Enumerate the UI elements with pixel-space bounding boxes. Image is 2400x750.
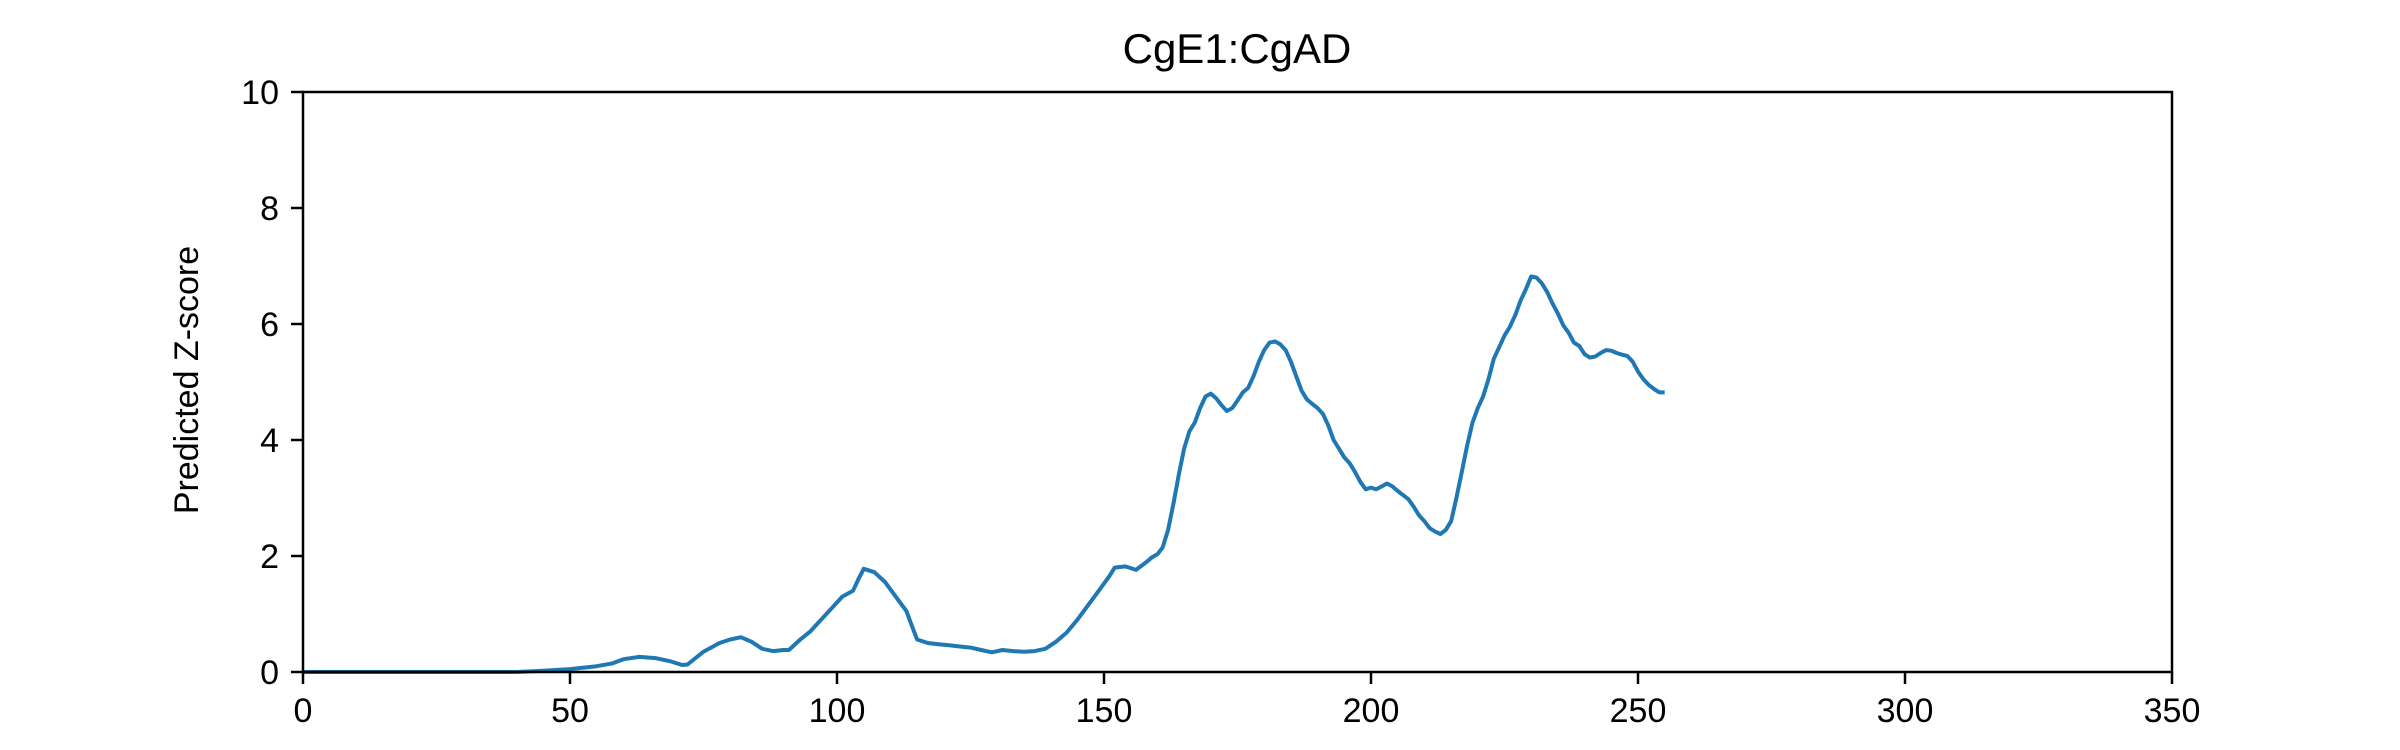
x-tick-label: 50 (551, 692, 589, 730)
y-tick-label: 0 (260, 654, 279, 692)
x-tick-label: 100 (809, 692, 866, 730)
y-tick-label: 10 (241, 74, 279, 112)
series-line (303, 274, 1665, 674)
chart-marks (303, 274, 1665, 674)
chart-title: CgE1:CgAD (1123, 25, 1352, 72)
y-tick-label: 6 (260, 306, 279, 344)
x-tick-label: 150 (1076, 692, 1133, 730)
y-tick-label: 8 (260, 190, 279, 228)
x-tick-label: 300 (1877, 692, 1934, 730)
x-tick-label: 250 (1610, 692, 1667, 730)
y-tick-label: 2 (260, 538, 279, 576)
y-axis-label: Predicted Z-score (168, 246, 206, 514)
y-axis: 0 2 4 6 8 10 (241, 74, 303, 692)
x-tick-label: 200 (1343, 692, 1400, 730)
x-axis: 0 50 100 150 200 250 300 350 (294, 672, 2201, 730)
y-tick-label: 4 (260, 422, 279, 460)
plot-area-frame (301, 90, 2174, 674)
x-tick-label: 350 (2144, 692, 2201, 730)
x-tick-label: 0 (294, 692, 313, 730)
